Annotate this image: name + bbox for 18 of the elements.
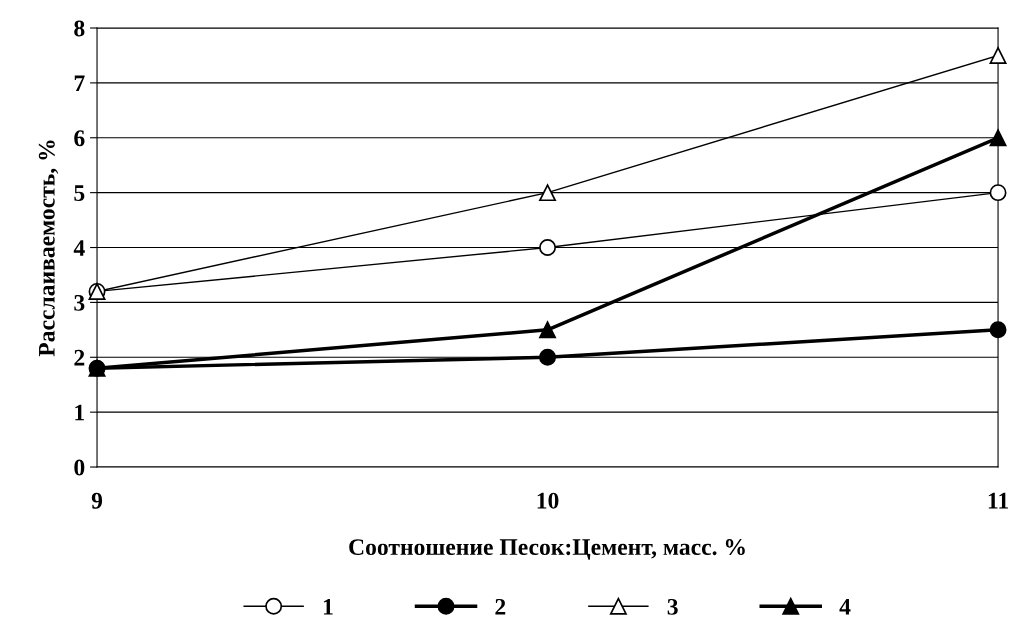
legend-label: 1 (323, 598, 333, 615)
x-axis-title: Соотношение Песок:Цемент, масс. % (349, 539, 745, 560)
y-tick-label: 1 (75, 404, 85, 421)
y-tick-label: 6 (74, 130, 85, 147)
x-tick-label: 11 (988, 492, 1008, 509)
x-tick-label: 9 (91, 492, 103, 509)
y-tick-label: 0 (74, 459, 85, 476)
y-tick-label: 2 (74, 349, 85, 366)
y-tick-label: 5 (74, 185, 85, 202)
legend-label: 4 (839, 599, 851, 615)
y-tick-label: 8 (74, 20, 85, 37)
legend-label: 2 (495, 598, 506, 615)
y-tick-label: 7 (74, 75, 85, 92)
y-axis-title: Расслаиваемость, % (38, 140, 59, 357)
y-tick-label: 3 (74, 294, 85, 311)
legend-label: 3 (667, 598, 678, 615)
y-tick-label: 4 (73, 240, 85, 256)
x-tick-label: 10 (537, 492, 559, 509)
